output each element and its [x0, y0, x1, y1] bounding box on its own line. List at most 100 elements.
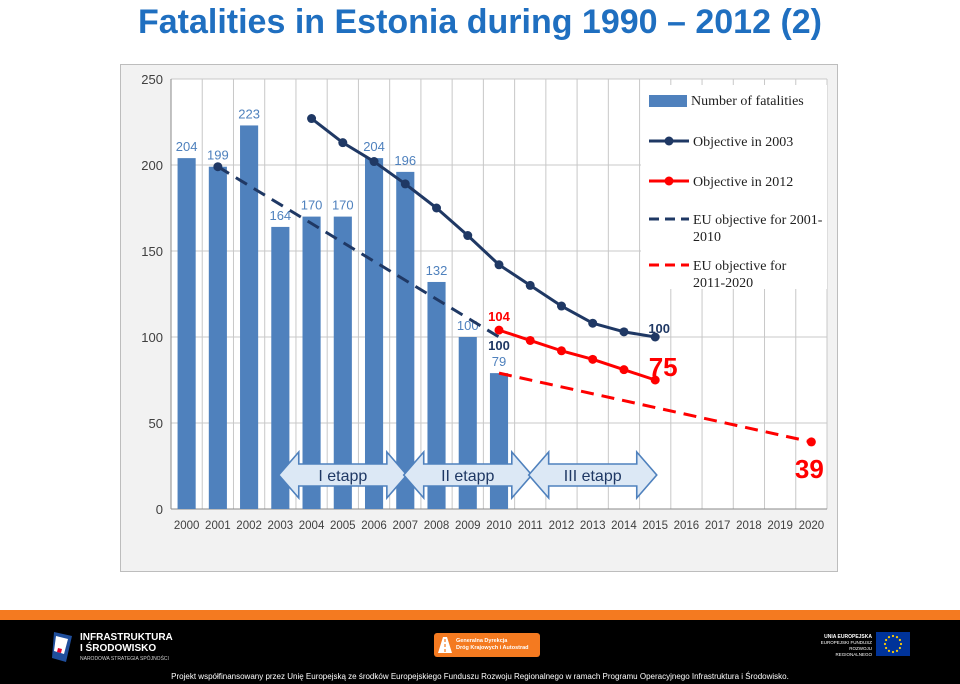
eu-objective-2001-2010-line: [217, 165, 500, 339]
legend-objective-2012-swatch-marker: [664, 176, 674, 186]
line-point-marker: [556, 346, 566, 356]
flag-icon: [52, 632, 72, 662]
fatality-bar: [208, 166, 227, 509]
stage-arrow: [527, 449, 658, 501]
legend-eu-2011-2020-text: EU objective for: [693, 259, 787, 274]
bar-data-label: 100: [457, 318, 479, 333]
fatality-bar: [364, 158, 384, 509]
eu-2011-2020-end-label: 39: [795, 454, 824, 484]
eu-flag-icon: [876, 632, 910, 656]
fatality-bar: [427, 281, 446, 509]
line-point-marker: [588, 318, 598, 328]
x-tick-label: 2005: [330, 520, 356, 532]
y-tick-label: 50: [149, 416, 163, 431]
line-point-marker: [369, 157, 379, 167]
y-tick-label: 150: [141, 244, 163, 259]
x-tick-label: 2000: [174, 520, 200, 532]
objective-2012-end-label: 75: [649, 352, 678, 382]
line-point-marker: [619, 365, 629, 375]
footer-accent-bar: [0, 610, 960, 620]
line-point-marker: [432, 203, 442, 213]
logo-right-line2: EUROPEJSKI FUNDUSZ: [820, 640, 872, 645]
objective-2003-end-label: 100: [648, 321, 670, 336]
legend-box: [641, 85, 827, 289]
x-tick-label: 2018: [736, 520, 762, 532]
infrastruktura-logo: INFRASTRUKTURA I ŚRODOWISKO NARODOWA STR…: [52, 630, 232, 670]
slide-title: Fatalities in Estonia during 1990 – 2012…: [137, 3, 823, 41]
logo-left-line1: INFRASTRUKTURA: [80, 632, 173, 643]
line-point-marker: [307, 114, 317, 124]
x-tick-label: 2009: [455, 520, 481, 532]
legend-label-fatalities: Number of fatalities: [691, 94, 804, 109]
objective-2012-line: [498, 328, 656, 382]
bar-data-label: 132: [426, 263, 448, 278]
x-tick-label: 2012: [549, 520, 575, 532]
x-tick-label: 2004: [299, 520, 325, 532]
line-point-marker: [650, 332, 660, 342]
objective-2012-start-label: 104: [488, 309, 510, 324]
footer-funding-text: Projekt współfinansowany przez Unię Euro…: [171, 672, 789, 681]
eu-objective-2011-2020-line: [498, 371, 812, 444]
fatality-bar: [396, 171, 415, 509]
line-point-marker: [619, 327, 629, 337]
line-point-marker: [494, 260, 504, 270]
line-point-marker: [338, 138, 348, 148]
line-point-marker: [525, 335, 535, 345]
x-tick-label: 2011: [518, 520, 543, 532]
logo-left-line2: I ŚRODOWISKO: [80, 643, 157, 654]
stage-label: II etapp: [441, 468, 494, 485]
line-point-marker: [525, 280, 535, 290]
legend-eu-2011-2020-text: 2011-2020: [693, 276, 753, 291]
eu-logo: UNIA EUROPEJSKA EUROPEJSKI FUNDUSZ ROZWO…: [818, 632, 912, 660]
line-point-marker: [213, 162, 223, 172]
x-tick-label: 2013: [580, 520, 606, 532]
objective-2003-line: [310, 117, 656, 339]
stage-label: III etapp: [564, 468, 622, 485]
fatality-bar: [271, 226, 290, 510]
chart-frame: 0 50 100 150 200 250 2000 2001 2002 2003 2004 2005 2…: [120, 64, 838, 572]
fatality-bar: [302, 216, 321, 509]
y-tick-label: 100: [141, 330, 163, 345]
logo-right-line1: UNIA EUROPEJSKA: [824, 634, 872, 640]
logo-center-line2: Dróg Krajowych i Autostrad: [456, 645, 529, 651]
logo-right-line3: ROZWOJU REGIONALNEGO: [835, 646, 872, 657]
fatality-bar: [177, 158, 196, 509]
x-tick-label: 2007: [392, 520, 418, 532]
bar-data-label: 79: [492, 354, 506, 369]
eu-2001-2010-end-label: 100: [488, 338, 510, 353]
y-tick-label: 200: [141, 158, 163, 173]
bar-data-label: 199: [207, 148, 229, 163]
line-point-marker: [588, 354, 598, 364]
y-tick-label: 0: [156, 502, 163, 517]
logo-right-text: UNIA EUROPEJSKA EUROPEJSKI FUNDUSZ ROZWO…: [818, 634, 872, 658]
bar-data-label: 170: [332, 198, 354, 213]
legend-objective-2003-swatch-marker: [664, 136, 674, 146]
fatality-bar: [489, 373, 509, 509]
x-tick-label: 2001: [205, 520, 231, 532]
y-tick-label: 250: [141, 72, 163, 87]
x-tick-label: 2019: [767, 520, 793, 532]
fatality-bar: [333, 216, 352, 509]
x-tick-label: 2015: [642, 520, 668, 532]
stage-label: I etapp: [318, 468, 367, 485]
legend-bar-swatch: [649, 95, 687, 107]
legend-objective-2003-text: Objective in 2003: [693, 135, 793, 150]
line-point-marker: [494, 325, 504, 335]
x-tick-label: 2006: [361, 520, 387, 532]
line-point-marker: [650, 375, 660, 385]
x-tick-label: 2003: [268, 520, 294, 532]
x-tick-label: 2010: [486, 520, 512, 532]
gddkia-logo: Generalna Dyrekcja Dróg Krajowych i Auto…: [434, 633, 540, 657]
legend-eu-2001-2010-text: EU objective for 2001-: [693, 213, 823, 228]
logo-left-line3: NARODOWA STRATEGIA SPÓJNOŚCI: [80, 656, 169, 662]
bar-data-label: 204: [363, 139, 385, 154]
x-tick-label: 2014: [611, 520, 637, 532]
bar-data-label: 204: [176, 139, 198, 154]
fatalities-chart: 0 50 100 150 200 250 2000 2001 2002 2003 2004 2005 2…: [141, 72, 828, 532]
line-point-marker: [556, 301, 566, 311]
line-point-marker: [400, 179, 410, 189]
x-tick-label: 2008: [424, 520, 450, 532]
x-tick-label: 2016: [674, 520, 700, 532]
line-point-marker: [806, 437, 816, 447]
line-point-marker: [463, 231, 473, 241]
